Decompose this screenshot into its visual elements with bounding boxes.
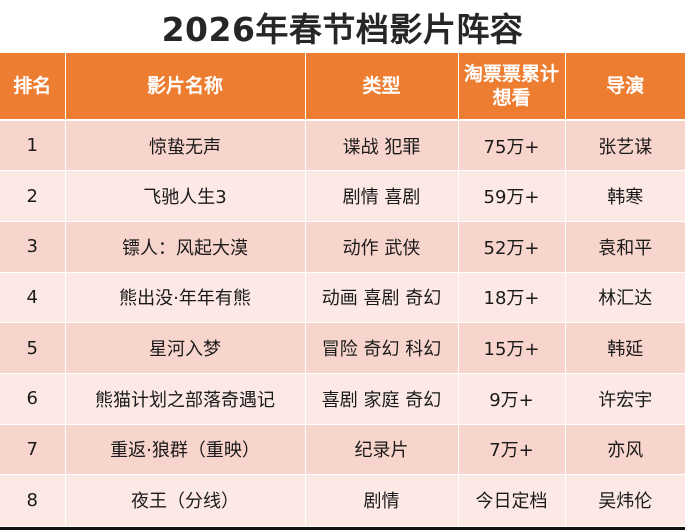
header-genre: 类型 — [304, 53, 459, 121]
cell-want: 9万+ — [457, 372, 566, 425]
cell-rank: 2 — [0, 170, 66, 222]
cell-name: 星河入梦 — [64, 322, 306, 374]
cell-want: 18万+ — [457, 271, 566, 323]
header-want-line1: 淘票票累计 — [463, 63, 559, 85]
cell-want: 今日定档 — [457, 474, 566, 526]
cell-name: 镖人：风起大漠 — [64, 220, 306, 273]
cell-genre: 冒险 奇幻 科幻 — [304, 322, 459, 374]
table-row: 8 夜王（分线） 剧情 今日定档 吴炜伦 — [0, 474, 685, 526]
page-title: 2026年春节档影片阵容 — [161, 9, 524, 49]
table-header-row: 排名 影片名称 类型 淘票票累计 想看 导演 — [0, 53, 685, 121]
table-row: 3 镖人：风起大漠 动作 武侠 52万+ 袁和平 — [0, 220, 685, 273]
table-row: 1 惊蛰无声 谍战 犯罪 75万+ 张艺谋 — [0, 119, 685, 171]
cell-name: 飞驰人生3 — [64, 170, 306, 222]
cell-director: 韩寒 — [564, 170, 685, 222]
header-name: 影片名称 — [64, 53, 306, 121]
cell-genre: 剧情 — [304, 474, 459, 526]
table-row: 4 熊出没·年年有熊 动画 喜剧 奇幻 18万+ 林汇达 — [0, 271, 685, 323]
cell-rank: 8 — [0, 474, 66, 526]
table-row: 5 星河入梦 冒险 奇幻 科幻 15万+ 韩延 — [0, 322, 685, 374]
cell-want: 75万+ — [457, 119, 566, 171]
cell-name: 重返·狼群（重映） — [64, 423, 306, 475]
cell-name: 夜王（分线） — [64, 474, 306, 526]
cell-director: 许宏宇 — [564, 372, 685, 425]
table-row: 6 熊猫计划之部落奇遇记 喜剧 家庭 奇幻 9万+ 许宏宇 — [0, 372, 685, 425]
cell-director: 韩延 — [564, 322, 685, 374]
header-want: 淘票票累计 想看 — [457, 53, 566, 121]
cell-name: 熊猫计划之部落奇遇记 — [64, 372, 306, 425]
cell-want: 52万+ — [457, 220, 566, 273]
cell-name: 惊蛰无声 — [64, 119, 306, 171]
cell-want: 59万+ — [457, 170, 566, 222]
cell-rank: 5 — [0, 322, 66, 374]
header-director: 导演 — [564, 53, 685, 121]
cell-director: 吴炜伦 — [564, 474, 685, 526]
cell-rank: 1 — [0, 119, 66, 171]
cell-genre: 喜剧 家庭 奇幻 — [304, 372, 459, 425]
cell-director: 张艺谋 — [564, 119, 685, 171]
cell-director: 袁和平 — [564, 220, 685, 273]
cell-want: 15万+ — [457, 322, 566, 374]
cell-genre: 剧情 喜剧 — [304, 170, 459, 222]
cell-genre: 谍战 犯罪 — [304, 119, 459, 171]
header-want-line2: 想看 — [492, 87, 531, 109]
cell-rank: 4 — [0, 271, 66, 323]
cell-name: 熊出没·年年有熊 — [64, 271, 306, 323]
cell-genre: 动画 喜剧 奇幻 — [304, 271, 459, 323]
cell-rank: 3 — [0, 220, 66, 273]
cell-genre: 动作 武侠 — [304, 220, 459, 273]
cell-director: 林汇达 — [564, 271, 685, 323]
table-row: 2 飞驰人生3 剧情 喜剧 59万+ 韩寒 — [0, 170, 685, 222]
header-rank: 排名 — [0, 53, 66, 121]
table-row: 7 重返·狼群（重映） 纪录片 7万+ 亦风 — [0, 423, 685, 475]
cell-want: 7万+ — [457, 423, 566, 475]
film-lineup-table: 排名 影片名称 类型 淘票票累计 想看 导演 1 惊蛰无声 谍战 犯罪 75万+ … — [0, 53, 685, 526]
cell-rank: 6 — [0, 372, 66, 425]
cell-director: 亦风 — [564, 423, 685, 475]
cell-genre: 纪录片 — [304, 423, 459, 475]
cell-rank: 7 — [0, 423, 66, 475]
bottom-divider — [0, 527, 685, 530]
